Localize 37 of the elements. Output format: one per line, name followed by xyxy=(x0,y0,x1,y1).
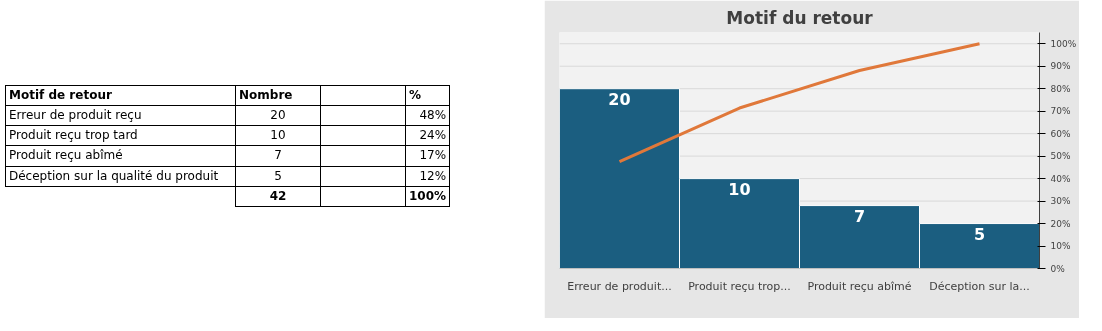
chart-title: Motif du retour xyxy=(726,7,874,28)
x-tick-label: Produit reçu abîmé xyxy=(807,279,912,293)
text: Nombre xyxy=(235,85,321,106)
text: 20 xyxy=(235,105,321,126)
data-label: 5 xyxy=(973,224,986,244)
text: 10 xyxy=(235,125,321,146)
y2-tick-label: 0% xyxy=(1050,263,1066,274)
x-tick-label: Erreur de produit... xyxy=(567,279,672,293)
y2-tick-label: 90% xyxy=(1050,61,1071,72)
y2-tick-label: 50% xyxy=(1050,151,1071,162)
text: 42 xyxy=(235,186,321,207)
y2-tick-label: 70% xyxy=(1050,106,1071,117)
text: 5 xyxy=(235,166,321,187)
x-tick-label: Déception sur la... xyxy=(929,279,1030,293)
data-label: 10 xyxy=(728,179,751,199)
text: Produit reçu abîmé xyxy=(5,145,236,167)
x-tick-label: Produit reçu trop... xyxy=(688,279,791,293)
y2-tick-label: 40% xyxy=(1050,173,1071,184)
y2-tick-label: 100% xyxy=(1050,38,1077,49)
data-label: 7 xyxy=(853,206,866,226)
text: 7 xyxy=(235,145,321,167)
text: 24% xyxy=(405,125,450,146)
text: Produit reçu trop tard xyxy=(5,125,236,146)
text: 100% xyxy=(405,186,450,207)
data-label: 20 xyxy=(608,89,631,109)
y2-tick-label: 30% xyxy=(1050,196,1071,207)
y2-tick-label: 80% xyxy=(1050,83,1071,94)
y2-tick-label: 60% xyxy=(1050,128,1071,139)
text: Déception sur la qualité du produit xyxy=(5,166,236,187)
text: 48% xyxy=(405,105,450,126)
text: 12% xyxy=(405,166,450,187)
text: 17% xyxy=(405,145,450,167)
text: % xyxy=(405,85,450,106)
y2-tick-label: 20% xyxy=(1050,218,1071,229)
y2-tick-label: 10% xyxy=(1050,241,1071,252)
text: Motif de retour xyxy=(5,85,236,106)
text: Erreur de produit reçu xyxy=(5,105,236,126)
